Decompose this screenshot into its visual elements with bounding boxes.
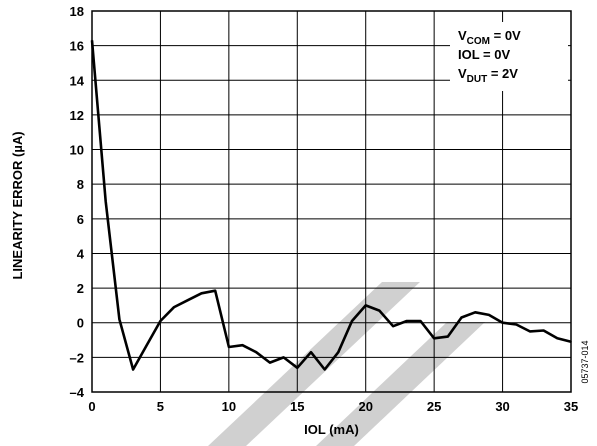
data-point bbox=[392, 325, 394, 327]
data-point bbox=[255, 351, 258, 353]
data-point bbox=[460, 316, 463, 319]
plot-frame bbox=[91, 10, 572, 393]
y-axis-label: LINEARITY ERROR (µA) bbox=[10, 131, 25, 279]
x-axis-label: IOL (mA) bbox=[304, 422, 359, 437]
data-point bbox=[323, 368, 326, 371]
y-tick-label: 4 bbox=[77, 246, 85, 261]
data-point bbox=[542, 329, 545, 332]
y-tick-label: 16 bbox=[70, 39, 84, 54]
x-tick-label: 0 bbox=[88, 399, 95, 414]
data-point bbox=[241, 344, 244, 347]
data-point bbox=[214, 289, 216, 292]
data-point bbox=[145, 344, 148, 347]
y-tick-label: 14 bbox=[70, 73, 85, 88]
data-point bbox=[104, 200, 107, 203]
data-point bbox=[556, 337, 559, 340]
y-tick-label: 0 bbox=[77, 316, 84, 331]
data-point bbox=[447, 335, 449, 338]
data-point bbox=[159, 320, 162, 322]
y-tick-label: –2 bbox=[70, 350, 84, 365]
data-point bbox=[269, 361, 271, 364]
x-tick-label: 5 bbox=[157, 399, 164, 414]
x-tick-label: 30 bbox=[495, 399, 509, 414]
x-tick-label: 10 bbox=[222, 399, 236, 414]
data-point bbox=[515, 323, 518, 326]
data-point bbox=[228, 346, 230, 348]
data-point bbox=[351, 320, 353, 322]
y-tick-label: 2 bbox=[77, 281, 84, 296]
data-point bbox=[419, 320, 422, 322]
y-tick-labels: –4 –2 0 2 4 6 8 10 12 14 16 18 bbox=[70, 4, 85, 400]
y-tick-label: –4 bbox=[70, 385, 85, 400]
data-point bbox=[91, 39, 93, 42]
y-tick-label: 6 bbox=[77, 212, 84, 227]
x-tick-label: 35 bbox=[564, 399, 578, 414]
x-tick-label: 20 bbox=[358, 399, 372, 414]
x-tick-label: 25 bbox=[427, 399, 441, 414]
data-point bbox=[296, 366, 299, 369]
annotation-line: VDUT = 2V bbox=[458, 66, 518, 85]
data-point bbox=[118, 318, 121, 321]
y-tick-label: 18 bbox=[70, 4, 84, 19]
data-point bbox=[378, 309, 381, 312]
data-point bbox=[488, 314, 490, 316]
figure-id: 05737-014 bbox=[580, 340, 590, 383]
data-point bbox=[200, 292, 203, 295]
data-point bbox=[570, 340, 572, 343]
data-point bbox=[310, 351, 312, 353]
series-points bbox=[91, 39, 572, 371]
series-line bbox=[90, 40, 572, 371]
data-point bbox=[501, 321, 504, 324]
legend-box bbox=[450, 22, 568, 91]
data-point bbox=[474, 311, 477, 314]
x-tick-labels: 0 5 10 15 20 25 30 35 bbox=[88, 399, 578, 414]
data-point bbox=[337, 351, 340, 353]
y-tick-label: 12 bbox=[70, 108, 84, 123]
data-point bbox=[433, 337, 435, 340]
data-point bbox=[132, 368, 134, 371]
data-point bbox=[529, 330, 531, 333]
data-point bbox=[364, 304, 367, 307]
data-point bbox=[405, 320, 408, 322]
annotation-line: VCOM = 0V bbox=[458, 28, 521, 47]
data-point bbox=[173, 306, 175, 308]
data-point bbox=[282, 356, 285, 359]
data-point bbox=[187, 299, 189, 302]
x-tick-label: 15 bbox=[290, 399, 304, 414]
annotation-line: IOL = 0V bbox=[458, 47, 510, 62]
y-tick-label: 10 bbox=[70, 143, 84, 158]
y-tick-label: 8 bbox=[77, 177, 84, 192]
